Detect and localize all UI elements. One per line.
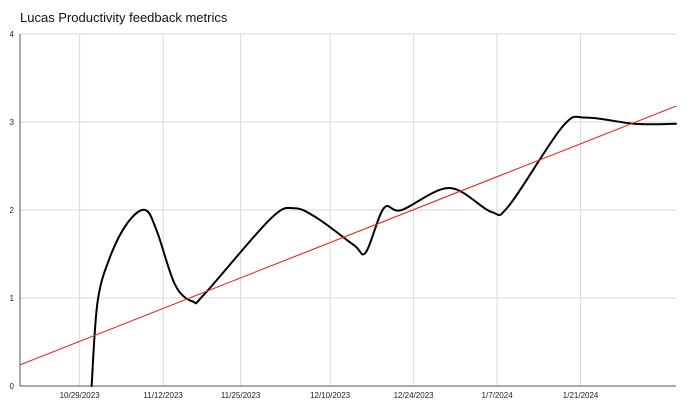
chart-title: Lucas Productivity feedback metrics: [20, 10, 228, 25]
x-tick-label: 11/25/2023: [221, 391, 261, 400]
y-tick-label: 3: [10, 118, 15, 127]
x-tick-label: 12/24/2023: [394, 391, 435, 400]
series-lines: [19, 105, 677, 387]
x-tick-label: 1/7/2024: [482, 391, 514, 400]
axes: [19, 34, 676, 387]
tick-labels: 0 1 2 3 4 10/29/2023 11/12/2023 11/25/2023 12/10…: [10, 30, 599, 400]
y-tick-label: 0: [10, 382, 15, 391]
y-tick-label: 2: [10, 206, 15, 215]
y-tick-label: 1: [10, 294, 15, 303]
y-tick-label: 4: [10, 30, 15, 39]
trend-line: [19, 105, 677, 366]
x-tick-label: 1/21/2024: [563, 391, 599, 400]
x-tick-label: 10/29/2023: [60, 391, 101, 400]
x-tick-label: 12/10/2023: [310, 391, 351, 400]
x-tick-label: 11/12/2023: [143, 391, 183, 400]
grid-lines: [20, 33, 676, 386]
data-line: [90, 115, 677, 387]
